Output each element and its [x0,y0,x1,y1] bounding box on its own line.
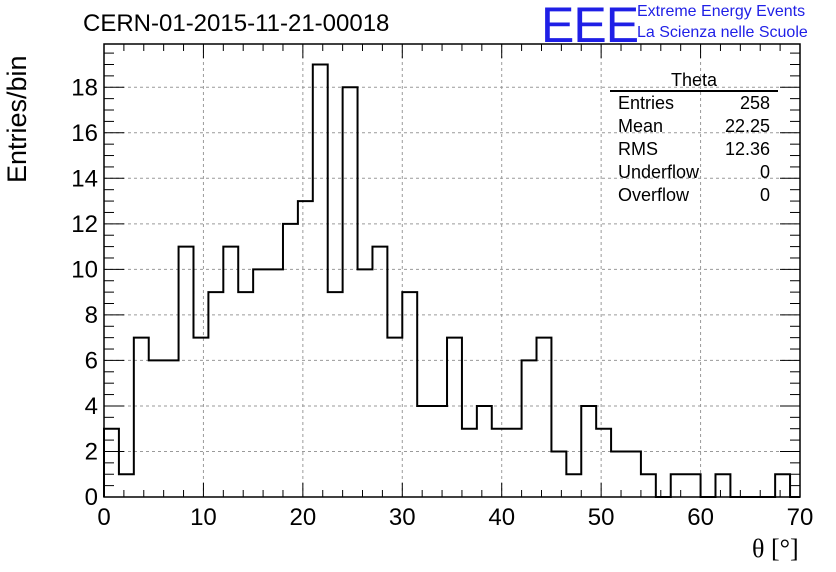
stats-box: Theta Entries 258 Mean 22.25 RMS 12.36 U… [610,70,778,207]
y-tick-label: 0 [85,484,98,511]
grid-lines [104,44,800,497]
stats-value: 0 [759,162,770,182]
x-tick-label: 40 [488,504,515,531]
stats-row-rms: RMS 12.36 [610,138,778,161]
tick-labels: 0 10 20 30 40 50 60 70 0 2 4 6 8 10 12 14 16 18 [71,74,813,531]
stats-row-overflow: Overflow 0 [610,184,778,207]
plot-frame [103,43,801,498]
stats-value: 258 [739,93,770,113]
stats-row-underflow: Underflow 0 [610,161,778,184]
histogram-bar [149,360,164,497]
histogram-bar [253,269,268,497]
y-tick-label: 18 [71,74,98,101]
y-tick-label: 4 [85,393,98,420]
histogram-bar [343,87,358,497]
histogram-step-line [103,63,800,498]
histogram-bar [358,269,373,497]
y-tick-label: 6 [85,347,98,374]
y-tick-label: 2 [85,438,98,465]
x-tick-label: 60 [687,504,714,531]
stats-label: RMS [618,139,658,159]
y-tick-label: 16 [71,120,98,147]
y-axis-label: Entries/bin [2,55,32,183]
histogram-bar [447,338,462,497]
histogram-bar [566,474,581,497]
stats-row-entries: Entries 258 [610,92,778,115]
stats-value: 12.36 [724,139,770,159]
histogram-bar [507,429,522,497]
x-tick-label: 30 [389,504,416,531]
histogram-bar [551,451,566,497]
histogram-bar [134,338,149,497]
stats-row-mean: Mean 22.25 [610,115,778,138]
histogram-bar [179,247,194,497]
histogram-bar [581,406,596,497]
stats-label: Mean [618,116,664,136]
axis-ticks [103,44,801,498]
y-tick-label: 14 [71,165,98,192]
histogram-bar [715,474,730,497]
histogram-bar [686,474,701,497]
histogram-bar [462,429,477,497]
stats-label: Underflow [618,162,700,182]
histogram-bar [537,338,552,497]
histogram-bar [387,338,402,497]
histogram-bar [223,247,238,497]
histogram-bar [775,474,790,497]
histogram-bar [492,429,507,497]
stats-value: 22.25 [724,116,770,136]
histogram-bar [119,474,134,497]
histogram-bar [372,247,387,497]
histogram-bar [238,292,253,497]
stats-title: Theta [610,70,778,92]
histogram-bar [522,360,537,497]
histogram-bar [328,292,343,497]
histogram-bar [611,451,626,497]
histogram-bar [671,474,686,497]
x-axis-label: θ [°] [752,534,799,563]
histogram-bar [596,429,611,497]
histogram-bar [164,360,179,497]
x-tick-label: 0 [97,504,110,531]
org-subtitle: La Scienza nelle Scuole [637,24,808,41]
histogram-bar [641,474,656,497]
histogram-bar [268,269,283,497]
histogram-bar [208,292,223,497]
run-title: CERN-01-2015-11-21-00018 [83,10,390,37]
x-tick-label: 70 [787,504,814,531]
histogram-bar [193,338,208,497]
x-tick-label: 10 [190,504,217,531]
x-tick-label: 20 [290,504,317,531]
org-name: Extreme Energy Events [637,3,806,20]
histogram-bar [298,201,313,497]
y-tick-label: 12 [71,211,98,238]
stats-value: 0 [759,185,770,205]
stats-label: Entries [618,93,675,113]
x-tick-label: 50 [588,504,615,531]
histogram-bar [626,451,641,497]
histogram-bar [402,292,417,497]
y-tick-label: 8 [85,302,98,329]
histogram-bar [313,64,328,497]
y-tick-label: 10 [71,256,98,283]
stats-label: Overflow [618,185,690,205]
eee-logo: EEE [541,0,639,53]
